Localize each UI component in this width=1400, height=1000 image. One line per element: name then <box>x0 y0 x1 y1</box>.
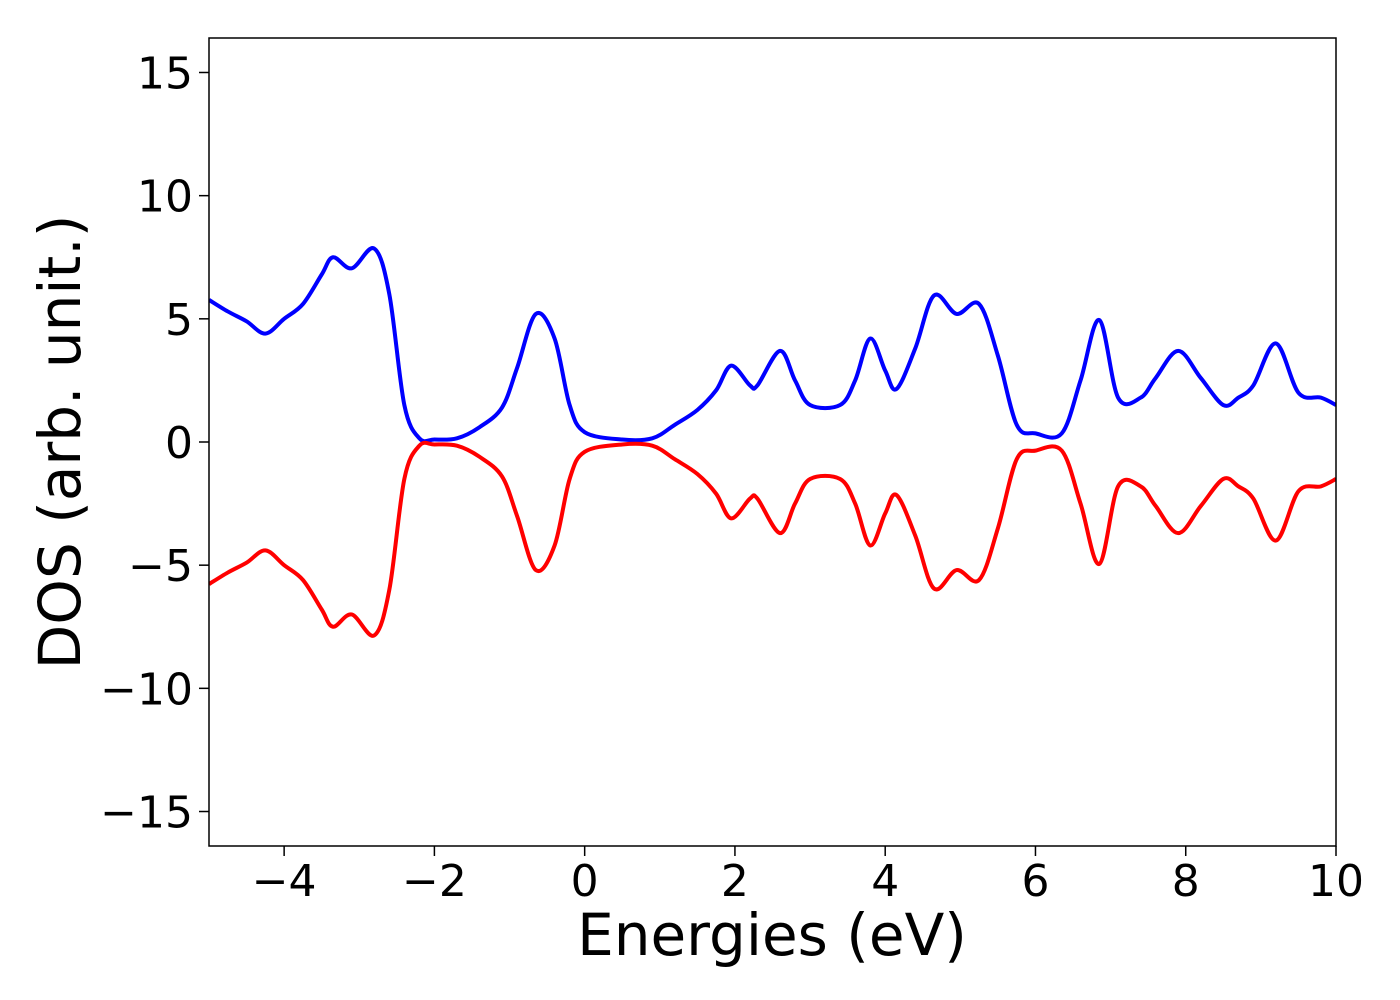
y-tick-label: 5 <box>165 295 193 346</box>
y-tick-label: −10 <box>100 664 193 715</box>
plot-frame <box>208 37 1337 847</box>
x-tick-label: −4 <box>252 856 317 907</box>
x-tick-label: 8 <box>1172 856 1200 907</box>
x-tick-label: 6 <box>1021 856 1049 907</box>
x-tick-label: 0 <box>571 856 599 907</box>
y-tick-label: 15 <box>137 48 193 99</box>
y-tick-label: 10 <box>137 172 193 223</box>
x-tick-label: 4 <box>871 856 899 907</box>
y-tick-label: 0 <box>165 418 193 469</box>
line-series <box>209 246 1336 444</box>
x-axis-label: Energies (eV) <box>577 901 967 969</box>
x-tick-label: −2 <box>402 856 467 907</box>
x-tick-label: 10 <box>1308 856 1364 907</box>
x-tick-label: 2 <box>721 856 749 907</box>
line-series <box>209 440 1336 638</box>
y-tick-label: −15 <box>100 788 193 839</box>
y-tick-label: −5 <box>128 541 193 592</box>
y-axis-label: DOS (arb. unit.) <box>26 215 94 670</box>
